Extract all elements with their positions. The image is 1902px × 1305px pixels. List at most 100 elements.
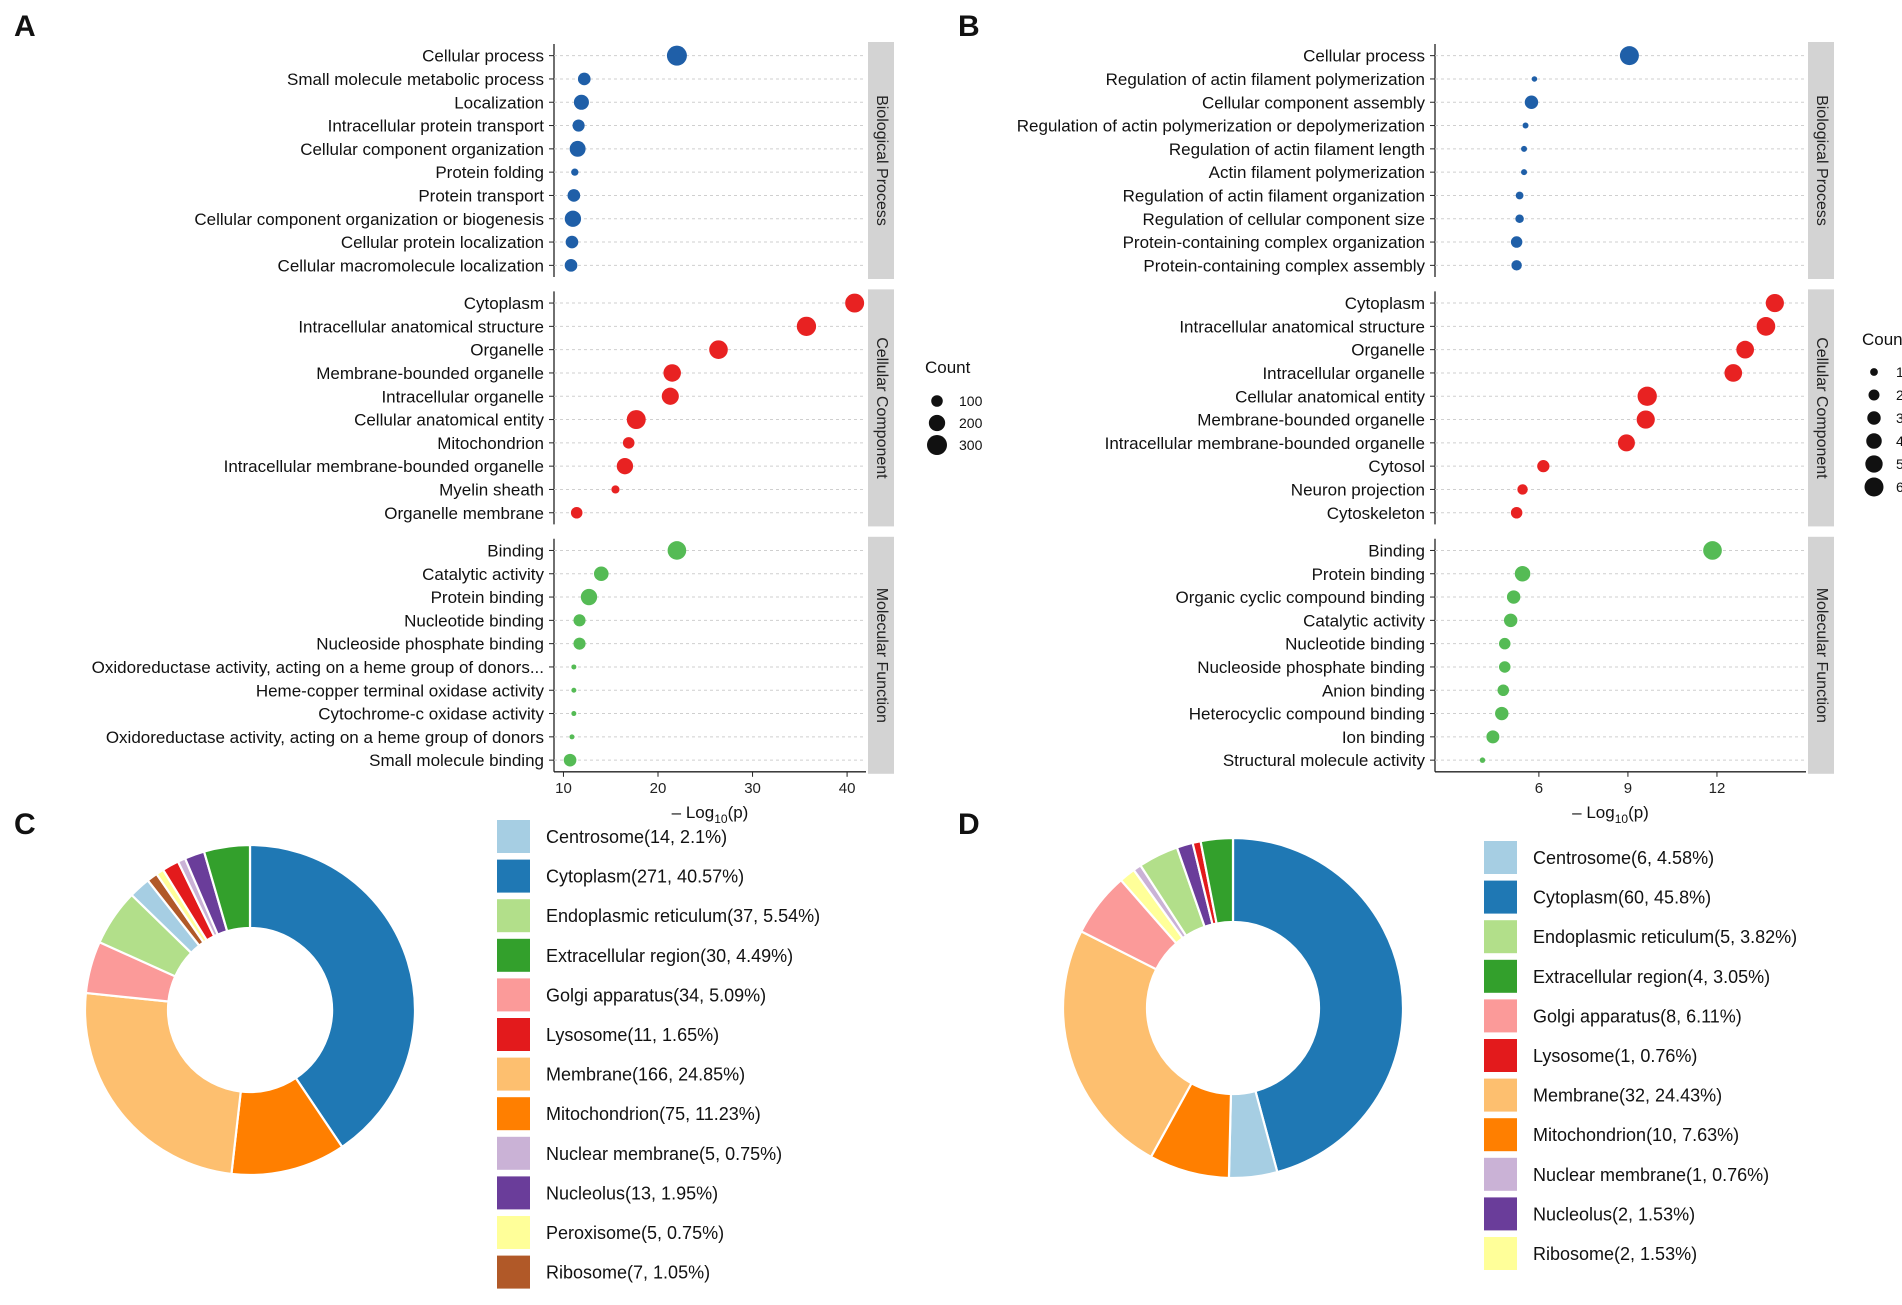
legend-label: Membrane(166, 24.85%) xyxy=(546,1065,745,1085)
term-label: Protein-containing complex assembly xyxy=(1143,256,1425,275)
term-point xyxy=(663,364,681,382)
term-label: Organelle xyxy=(470,341,544,360)
donut-slice xyxy=(202,843,252,933)
legend-swatch xyxy=(1484,920,1517,954)
term-label: Structural molecule activity xyxy=(1223,751,1426,770)
term-point xyxy=(573,614,586,627)
term-label: Cellular protein localization xyxy=(341,233,544,252)
size-legend-label: 30 xyxy=(1896,410,1902,426)
legend-label: Lysosome(11, 1.65%) xyxy=(546,1025,719,1045)
legend-swatch xyxy=(1484,1157,1517,1191)
term-point xyxy=(573,94,589,110)
term-label: Protein-containing complex organization xyxy=(1123,233,1425,252)
term-label: Organelle xyxy=(1351,341,1425,360)
term-label: Cellular component organization xyxy=(300,140,544,159)
term-label: Cellular anatomical entity xyxy=(1235,387,1425,406)
term-point xyxy=(1617,434,1635,452)
size-legend: Count 100 200 300 xyxy=(925,358,983,455)
term-point xyxy=(571,711,577,717)
term-point xyxy=(571,664,577,670)
term-label: Heme-copper terminal oxidase activity xyxy=(256,681,545,700)
size-legend-key xyxy=(931,395,943,407)
x-tick-label: 6 xyxy=(1535,780,1543,797)
term-point xyxy=(1486,730,1500,744)
legend-swatch xyxy=(1484,1118,1517,1152)
facet-strip xyxy=(1808,289,1834,527)
size-legend-key xyxy=(1864,477,1884,497)
term-point xyxy=(564,210,582,227)
group-molecular-function: Binding Catalytic activity Protein binding… xyxy=(92,536,894,774)
term-point xyxy=(573,637,586,650)
size-legend-label: 40 xyxy=(1896,433,1902,449)
term-point xyxy=(1765,293,1784,313)
x-tick-label: 10 xyxy=(555,780,572,797)
panel-letter: B xyxy=(958,10,980,43)
term-label: Protein folding xyxy=(435,163,544,182)
size-legend-label: 200 xyxy=(959,415,983,431)
term-point xyxy=(570,506,583,519)
legend-swatch xyxy=(1484,1039,1517,1072)
term-point xyxy=(1506,590,1521,604)
term-point xyxy=(1637,386,1657,406)
term-point xyxy=(661,387,679,405)
term-point xyxy=(1514,565,1531,582)
term-label: Small molecule metabolic process xyxy=(287,70,544,89)
term-point xyxy=(1524,95,1539,109)
facet-strip xyxy=(868,536,894,774)
legend-swatch xyxy=(1484,959,1517,993)
term-point xyxy=(1498,637,1511,650)
size-legend-key xyxy=(1865,455,1883,473)
size-legend-title: Count xyxy=(925,358,971,377)
size-legend-label: 60 xyxy=(1896,479,1902,495)
facet-strip-label: Molecular Function xyxy=(1813,588,1830,723)
term-point xyxy=(667,541,687,560)
x-tick-label: 30 xyxy=(744,780,761,797)
term-label: Myelin sheath xyxy=(439,480,544,499)
facet-strip xyxy=(868,289,894,527)
x-tick-label: 20 xyxy=(650,780,667,797)
legend-swatch xyxy=(497,978,530,1012)
legend-label: Ribosome(7, 1.05%) xyxy=(546,1263,710,1283)
term-label: Intracellular anatomical structure xyxy=(298,317,544,336)
legend-label: Golgi apparatus(8, 6.11%) xyxy=(1533,1006,1742,1026)
term-label: Actin filament polymerization xyxy=(1209,163,1425,182)
term-point xyxy=(564,259,578,272)
term-point xyxy=(709,340,728,359)
term-label: Regulation of actin filament length xyxy=(1169,140,1425,159)
donut-slice xyxy=(1231,836,1405,1174)
legend-swatch xyxy=(497,1216,530,1249)
term-point xyxy=(1511,260,1522,271)
term-label: Mitochondrion xyxy=(437,434,544,453)
x-axis-title: – Log10(p) xyxy=(672,803,749,826)
facet-strip xyxy=(1808,42,1834,279)
size-legend-key xyxy=(1866,433,1882,449)
term-label: Cellular process xyxy=(1303,47,1425,66)
legend-swatch xyxy=(1484,1237,1517,1270)
term-label: Protein transport xyxy=(418,186,544,205)
donut-slice xyxy=(1061,929,1193,1159)
term-point xyxy=(626,410,646,430)
term-label: Intracellular anatomical structure xyxy=(1179,317,1425,336)
legend-label: Cytoplasm(271, 40.57%) xyxy=(546,867,744,887)
legend-swatch xyxy=(1484,1197,1517,1231)
term-label: Cytoplasm xyxy=(1345,294,1425,313)
term-point xyxy=(1619,46,1639,66)
legend-label: Nuclear membrane(1, 0.76%) xyxy=(1533,1165,1769,1185)
legend-label: Nucleolus(2, 1.53%) xyxy=(1533,1204,1695,1224)
facet-strip xyxy=(1808,536,1834,774)
panel-letter: C xyxy=(14,808,36,841)
facet-strip-label: Biological Process xyxy=(1813,95,1830,226)
term-point xyxy=(1510,506,1523,519)
term-point xyxy=(1522,122,1529,129)
term-label: Cellular macromolecule localization xyxy=(278,256,544,275)
term-point xyxy=(569,140,586,157)
term-point xyxy=(571,168,579,176)
term-point xyxy=(567,189,581,202)
term-label: Nucleotide binding xyxy=(404,611,544,630)
term-point xyxy=(1510,236,1523,248)
term-point xyxy=(1724,364,1743,382)
legend-label: Nuclear membrane(5, 0.75%) xyxy=(546,1144,782,1164)
legend-swatch xyxy=(1484,841,1517,874)
legend-swatch xyxy=(1484,999,1517,1033)
size-legend-title: Count xyxy=(1862,330,1902,349)
